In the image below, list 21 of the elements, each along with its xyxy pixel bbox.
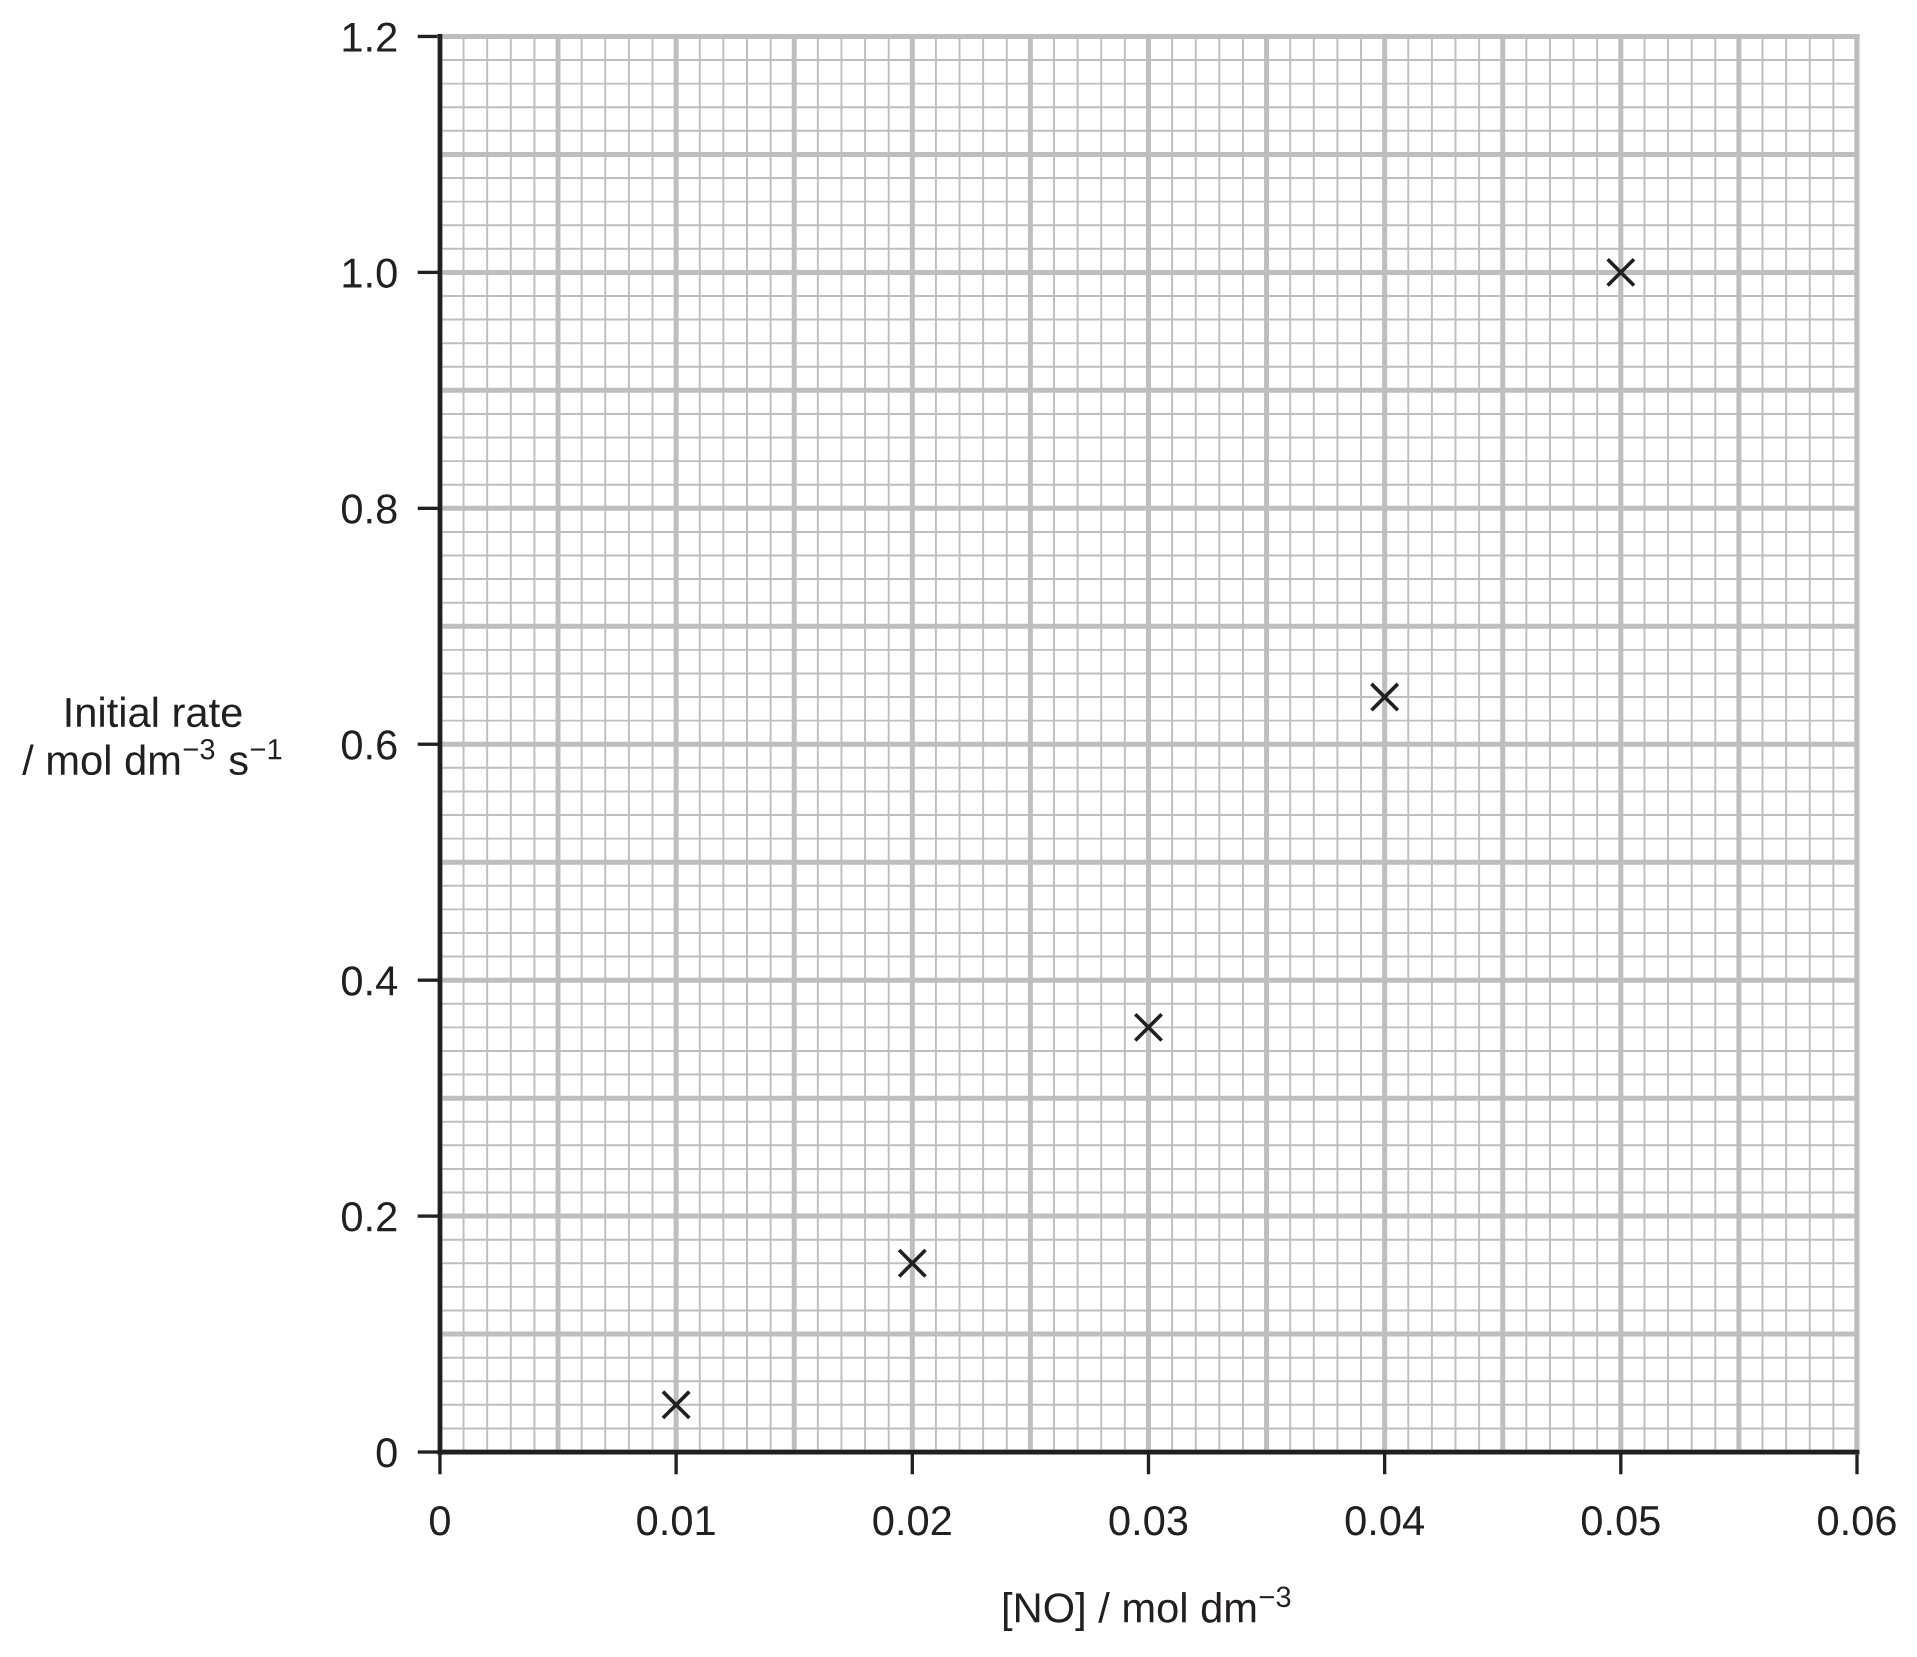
x-tick-label: 0.01 <box>637 1505 715 1536</box>
y-axis-title: Initial rate / mol dm$^{−3}$ s$^{−1}$ <box>22 696 282 776</box>
x-tick-label: 0.05 <box>1581 1505 1660 1536</box>
x-axis-title: [NO] / mol dm$^{−3}$ <box>1003 1586 1291 1631</box>
point <box>661 1389 692 1420</box>
point <box>1605 257 1636 288</box>
y-tick-label: 0 <box>376 1438 397 1468</box>
y-tick-label: 0.8 <box>342 494 397 524</box>
x-tick-label: 0.03 <box>1109 1505 1188 1536</box>
y-tick-label: 0.2 <box>342 1202 397 1232</box>
x-tick-label: 0.04 <box>1345 1505 1424 1536</box>
y-tick-label: 1.0 <box>343 258 397 288</box>
x-tick-label: 0.02 <box>873 1505 951 1536</box>
y-tick-label: 0.4 <box>342 966 398 996</box>
point <box>897 1248 928 1279</box>
y-tick-label: 1.2 <box>343 22 397 52</box>
y-tick-label: 0.6 <box>342 730 397 760</box>
x-tick-label: 0 <box>429 1505 450 1536</box>
point <box>1369 682 1400 713</box>
x-tick-label: 0.06 <box>1818 1505 1896 1536</box>
point <box>1133 1012 1164 1043</box>
